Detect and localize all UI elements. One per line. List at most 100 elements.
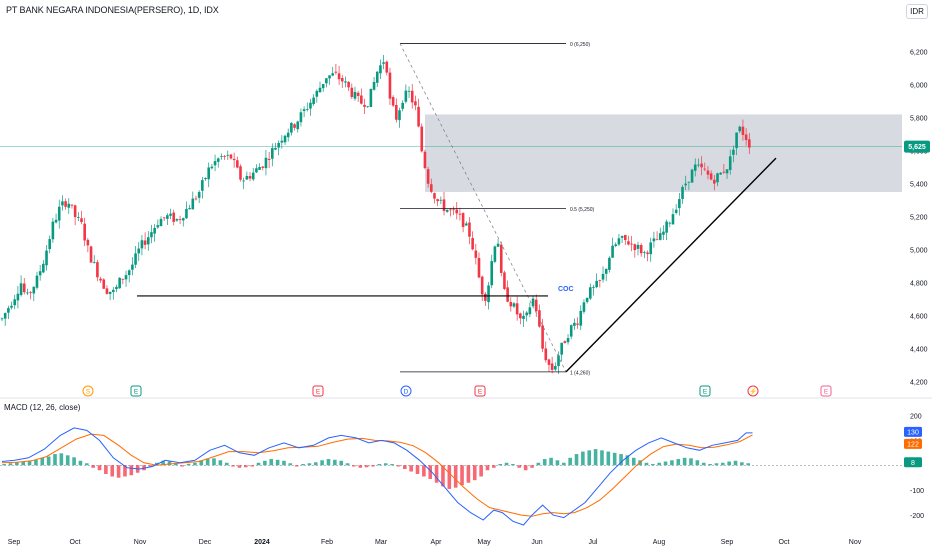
candle-body <box>643 251 646 253</box>
event-marker <box>747 385 759 397</box>
candle-body <box>690 169 694 183</box>
macd-histogram-bar <box>612 452 617 466</box>
candle-body <box>703 168 707 170</box>
candle-body <box>296 121 300 130</box>
macd-histogram-bar <box>85 463 89 466</box>
macd-indicator-label[interactable]: MACD (12, 26, close) <box>4 403 81 412</box>
macd-histogram-bar <box>377 464 382 466</box>
event-marker-label: S <box>86 389 91 396</box>
candle-body <box>499 244 503 273</box>
macd-histogram-bar <box>485 465 490 471</box>
candle-body <box>582 302 586 312</box>
candle-body <box>544 348 548 361</box>
candle-body <box>213 161 217 166</box>
candle-body <box>38 271 42 276</box>
candle-body <box>140 240 144 249</box>
candle-body <box>169 213 172 216</box>
macd-signal-line <box>1 433 753 517</box>
macd-histogram-bar <box>403 465 407 469</box>
macd-histogram-bar <box>129 465 134 476</box>
macd-histogram-bar <box>574 454 579 466</box>
candle-body <box>709 173 713 180</box>
macd-histogram-bar <box>689 458 693 466</box>
candle-body <box>538 310 541 327</box>
candle-body <box>493 246 497 262</box>
candle-body <box>350 87 354 98</box>
candle-body <box>16 293 20 301</box>
candle-body <box>188 208 191 210</box>
candle-body <box>595 280 598 288</box>
candle-body <box>344 81 347 83</box>
macd-histogram-bar <box>231 465 235 467</box>
macd-histogram-bar <box>593 449 598 466</box>
candle-body <box>617 238 621 245</box>
candle-body <box>80 218 83 223</box>
macd-histogram-bar <box>282 460 286 466</box>
candle-body <box>512 303 516 307</box>
macd-histogram-bar <box>409 465 413 472</box>
candle-body <box>700 163 703 168</box>
time-tick-label: Nov <box>849 539 862 546</box>
macd-histogram-bar <box>78 460 83 466</box>
candle-body <box>236 160 239 168</box>
candle-body <box>347 81 350 88</box>
macd-histogram-bar <box>263 460 267 466</box>
macd-histogram-bar <box>237 465 242 468</box>
candle-body <box>477 257 481 278</box>
macd-histogram-bar <box>8 463 13 466</box>
candle-body <box>728 156 732 171</box>
event-marker <box>699 385 711 397</box>
candle-body <box>124 275 128 280</box>
candle-body <box>220 156 223 158</box>
macd-histogram-bar <box>326 459 331 466</box>
candle-body <box>395 104 398 120</box>
candle-body <box>166 215 169 219</box>
macd-histogram-bar <box>275 459 280 466</box>
candle-body <box>194 198 198 200</box>
candle-body <box>207 167 210 180</box>
candle-body <box>67 203 71 208</box>
macd-histogram-bar <box>40 457 45 466</box>
macd-histogram-bar <box>663 461 668 466</box>
candle-body <box>315 90 319 97</box>
macd-histogram-bar <box>600 450 604 466</box>
retracement-level-label: 1 (4,260) <box>570 370 590 376</box>
candle-body <box>286 132 290 138</box>
macd-histogram-bar <box>53 454 57 466</box>
signal-value-label: 122 <box>907 441 919 448</box>
candle-body <box>531 298 535 307</box>
candle-body <box>687 181 691 183</box>
macd-histogram-bar <box>727 461 731 466</box>
candle-body <box>382 62 385 64</box>
candle-body <box>665 221 668 233</box>
macd-histogram-bar <box>714 463 719 466</box>
candle-body <box>522 315 525 319</box>
candle-body <box>302 109 306 111</box>
candle-body <box>678 199 681 209</box>
candle-body <box>366 106 369 108</box>
histogram-value-label: 8 <box>911 460 915 467</box>
currency-badge[interactable]: IDR <box>906 4 928 19</box>
macd-histogram-bar <box>46 456 51 466</box>
candle-body <box>633 244 637 251</box>
macd-histogram-bar <box>549 457 553 466</box>
macd-histogram-bar <box>498 464 502 466</box>
candle-body <box>706 170 710 175</box>
macd-histogram-bar <box>708 464 712 466</box>
candle-body <box>611 245 614 258</box>
time-tick-label: Jul <box>589 539 598 546</box>
candle-body <box>223 156 226 157</box>
candle-body <box>509 301 513 307</box>
candle-body <box>242 180 245 182</box>
histogram-value-badge <box>904 457 922 468</box>
candle-body <box>312 97 315 105</box>
candle-body <box>64 201 67 207</box>
candle-body <box>372 81 376 90</box>
macd-histogram-bar <box>530 465 534 468</box>
price-tick-label: 5,400 <box>910 182 928 189</box>
macd-histogram-bar <box>72 457 76 466</box>
macd-histogram-bar <box>511 464 515 466</box>
candle-body <box>51 221 55 240</box>
macd-histogram-bar <box>581 451 585 466</box>
